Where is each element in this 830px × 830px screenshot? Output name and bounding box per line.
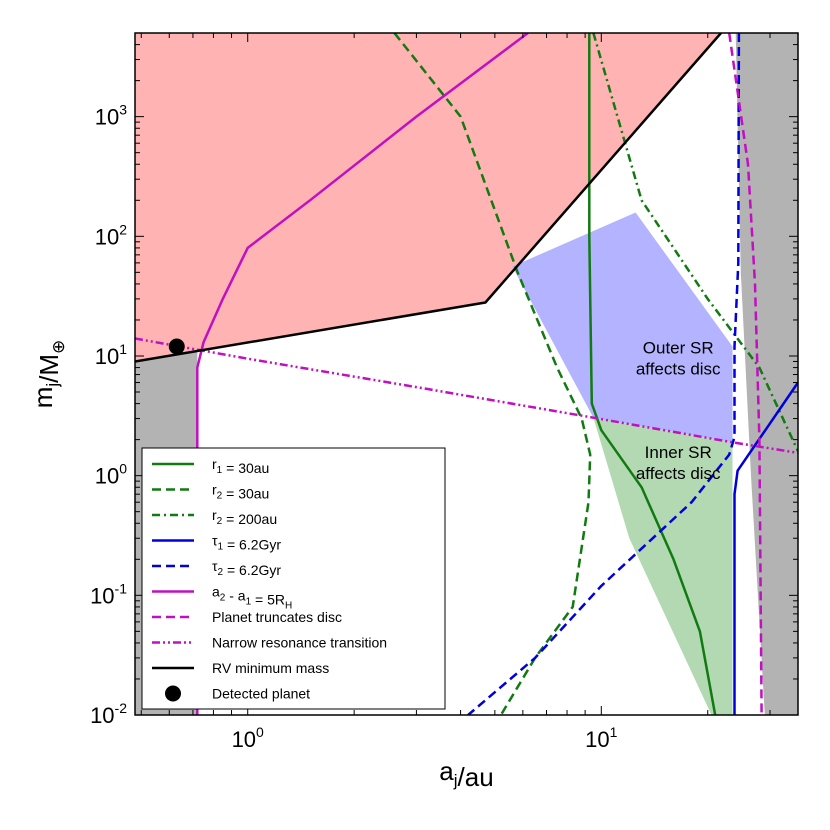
legend-marker	[165, 685, 181, 702]
legend: r1 = 30au r2 = 30au r2 = 200au τ1 = 6.2Gyr τ…	[141, 447, 446, 710]
annotation-0: Outer SR affects disc	[636, 338, 721, 378]
annotations: Outer SR affects disc Inner SR affects disc	[636, 338, 721, 483]
markers	[168, 338, 185, 355]
legend-entry: τ2 = 6.2Gyr	[212, 558, 281, 578]
plot-frame	[134, 32, 799, 716]
series-line-5	[196, 33, 529, 715]
series-lines	[135, 33, 798, 715]
y-axis-label: mj/M⊕	[28, 340, 68, 409]
detected-planet-marker	[168, 338, 185, 355]
x-tick-label: 100	[232, 724, 264, 752]
legend-entry: Narrow resonance transition	[212, 635, 387, 651]
y-tick-label: 102	[95, 221, 127, 249]
series-line-1	[393, 33, 592, 715]
series-line-7	[135, 337, 798, 455]
annotation-1: Inner SR affects disc	[636, 443, 721, 483]
region-excluded-high-mass	[135, 33, 721, 362]
series-line-3	[733, 381, 798, 715]
y-tick-label: 100	[95, 461, 127, 489]
legend-box	[141, 447, 446, 710]
series-line-8	[135, 33, 722, 363]
series-line-4	[467, 33, 741, 715]
legend-entry: r2 = 30au	[212, 482, 269, 502]
legend-entry: Planet truncates disc	[212, 609, 342, 625]
y-tick-label: 101	[95, 341, 127, 369]
legend-entry: r1 = 30au	[212, 456, 269, 476]
legend-entry: τ1 = 6.2Gyr	[212, 533, 281, 553]
legend-entry: a2 - a1 = 5RH	[212, 584, 292, 612]
series-line-0	[588, 33, 717, 715]
legend-entry: Detected planet	[212, 686, 310, 702]
y-tick-label: 103	[95, 102, 127, 130]
y-tick-label: 10-1	[90, 580, 127, 608]
axis-ticks: 100 101 10-2 10-1 100 101 102 103	[90, 32, 798, 752]
y-tick-label: 10-2	[90, 700, 127, 728]
series-line-2	[592, 33, 798, 452]
legend-entry: r2 = 200au	[212, 507, 277, 527]
x-axis-label: aj/au	[439, 756, 493, 792]
region-outer-sr-affects-disc	[512, 212, 733, 443]
legend-entry: RV minimum mass	[212, 660, 329, 676]
axis-labels: aj/au mj/M⊕	[28, 340, 494, 792]
series-line-6	[727, 33, 763, 715]
region-inner-sr-affects-disc	[593, 417, 733, 715]
x-tick-label: 101	[585, 724, 617, 752]
